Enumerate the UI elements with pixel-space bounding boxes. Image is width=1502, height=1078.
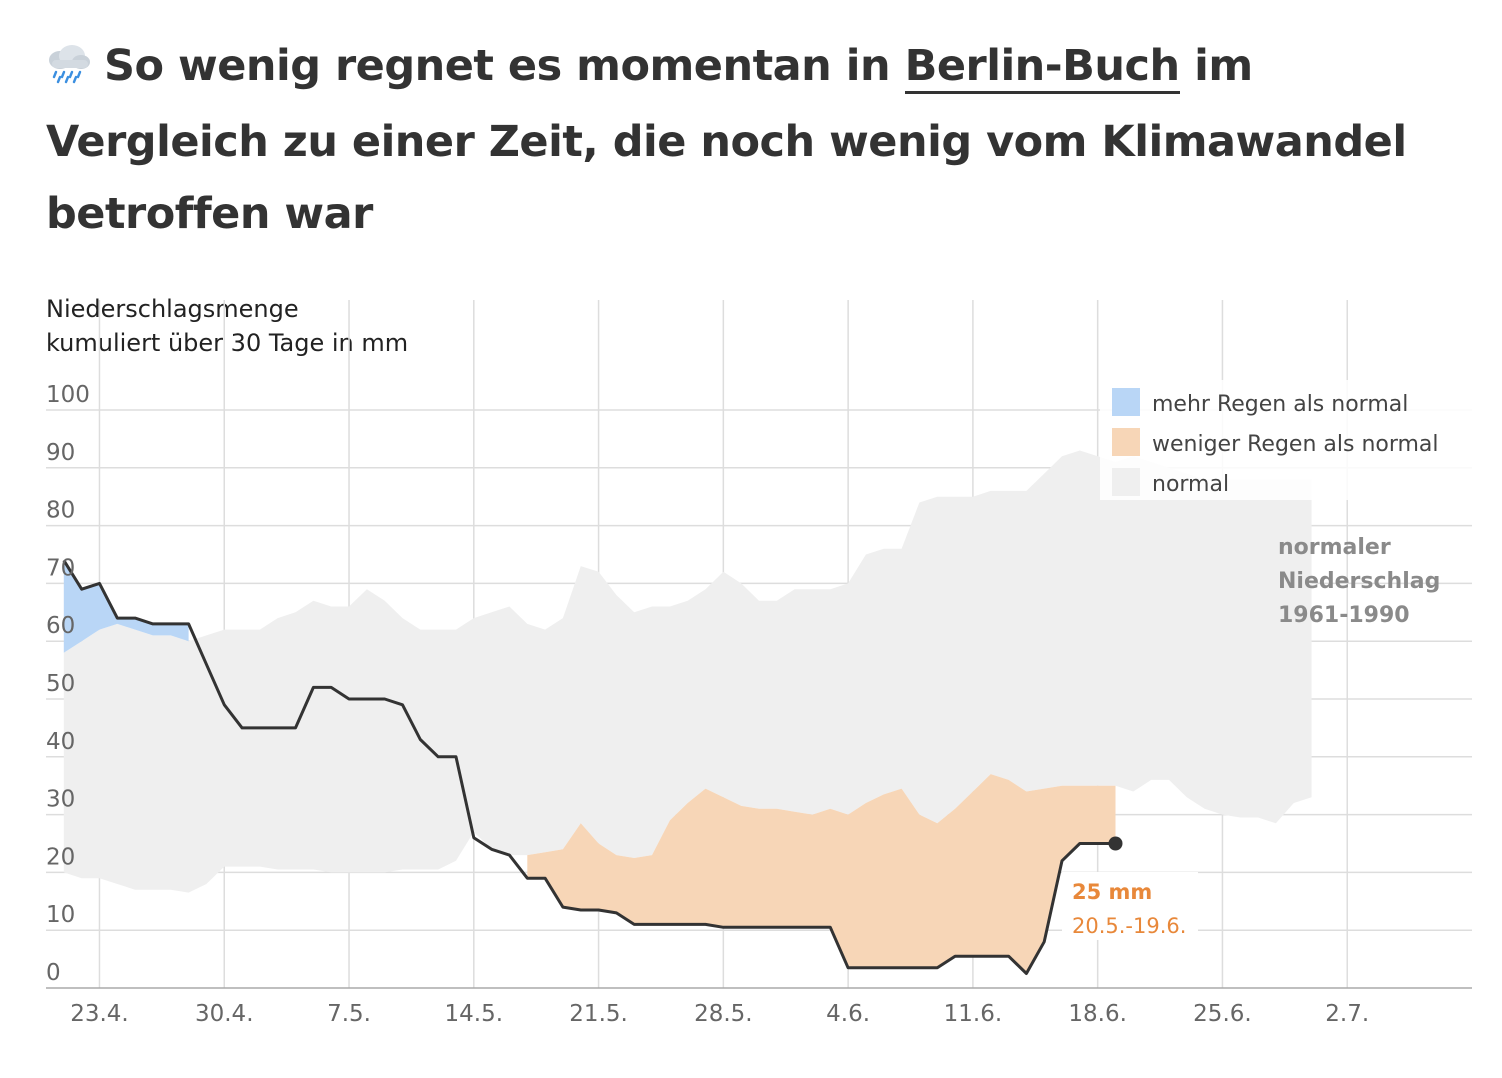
rain-cloud-icon [46,34,104,106]
y-tick-label: 100 [46,382,90,408]
y-tick-label: 20 [46,844,75,870]
y-axis-label: Niederschlagsmenge kumuliert über 30 Tag… [46,292,408,360]
normal-band-label-line1: normaler [1278,535,1391,560]
x-tick-label: 30.4. [195,1001,254,1027]
x-tick-label: 23.4. [70,1001,129,1027]
normal-band-label-line2: Niederschlag [1278,569,1440,594]
x-tick-label: 11.6. [944,1001,1003,1027]
current-annotation-background [1062,872,1198,940]
legend-swatch-more-rain [1112,388,1140,416]
current-value-marker [1108,836,1123,851]
current-value-label: 25 mm [1072,880,1152,904]
x-tick-label: 7.5. [327,1001,371,1027]
x-axis-ticks: 23.4. 30.4. 7.5. 14.5. 21.5. 28.5. 4.6. 11.6. 18… [70,1001,1369,1027]
normal-band-label-line3: 1961-1990 [1278,603,1410,628]
current-period-label: 20.5.-19.6. [1072,914,1186,938]
y-tick-label: 40 [46,729,75,755]
series-layer [62,559,1123,975]
x-tick-label: 18.6. [1068,1001,1127,1027]
y-tick-label: 50 [46,671,75,697]
normal-band-area [63,450,1312,893]
x-tick-label: 25.6. [1193,1001,1252,1027]
y-tick-label: 80 [46,498,75,524]
title-text-after: im Vergleich zu einer Zeit, die noch wen… [46,41,1407,239]
y-tick-label: 0 [46,960,61,986]
y-tick-label: 10 [46,902,75,928]
y-axis-ticks: 0 10 20 30 40 50 60 70 80 90 100 [46,382,90,986]
current-value-annotation: 25 mm 20.5.-19.6. [1062,872,1198,940]
legend-swatch-less-rain [1112,428,1140,456]
y-tick-label: 30 [46,787,75,813]
x-tick-label: 28.5. [694,1001,753,1027]
x-tick-label: 2.7. [1325,1001,1369,1027]
legend: mehr Regen als normal weniger Regen als … [1100,380,1478,500]
chart-title: So wenig regnet es momentan in Berlin-Bu… [46,30,1466,250]
legend-label-more-rain: mehr Regen als normal [1152,392,1408,417]
x-tick-label: 14.5. [445,1001,504,1027]
precipitation-line [62,559,1116,975]
legend-background [1100,380,1478,500]
y-tick-label: 90 [46,440,75,466]
x-tick-label: 21.5. [569,1001,628,1027]
more-rain-area [63,560,189,653]
legend-label-normal: normal [1152,472,1229,497]
y-axis-label-line1: Niederschlagsmenge [46,295,299,323]
y-tick-label: 60 [46,613,75,639]
y-tick-label: 70 [46,555,75,581]
location-link[interactable]: Berlin-Buch [904,41,1180,94]
normal-band-annotation: normaler Niederschlag 1961-1990 [1278,535,1440,628]
legend-label-less-rain: weniger Regen als normal [1152,432,1439,457]
title-text-before: So wenig regnet es momentan in [104,41,905,91]
x-tick-label: 4.6. [826,1001,870,1027]
legend-swatch-normal [1112,468,1140,496]
y-axis-label-line2: kumuliert über 30 Tage in mm [46,329,409,357]
